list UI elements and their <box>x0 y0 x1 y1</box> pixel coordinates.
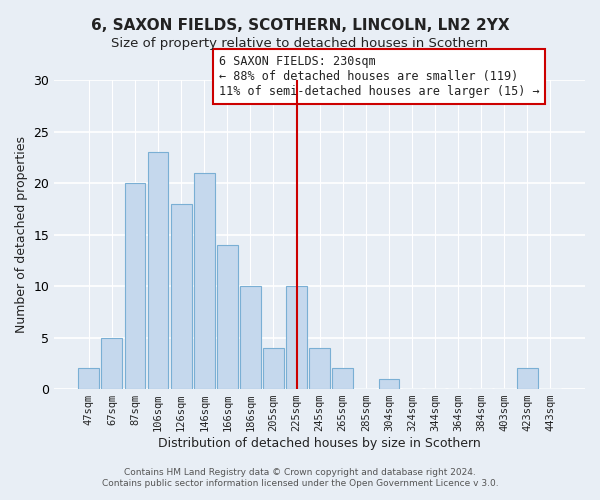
Bar <box>125 183 145 389</box>
Text: Contains HM Land Registry data © Crown copyright and database right 2024.
Contai: Contains HM Land Registry data © Crown c… <box>101 468 499 487</box>
Bar <box>286 286 307 389</box>
Y-axis label: Number of detached properties: Number of detached properties <box>15 136 28 333</box>
Bar <box>171 204 191 389</box>
X-axis label: Distribution of detached houses by size in Scothern: Distribution of detached houses by size … <box>158 437 481 450</box>
Bar <box>194 172 215 389</box>
Bar <box>101 338 122 389</box>
Text: 6 SAXON FIELDS: 230sqm
← 88% of detached houses are smaller (119)
11% of semi-de: 6 SAXON FIELDS: 230sqm ← 88% of detached… <box>219 56 539 98</box>
Bar <box>517 368 538 389</box>
Bar <box>309 348 330 389</box>
Bar <box>263 348 284 389</box>
Bar <box>332 368 353 389</box>
Text: Size of property relative to detached houses in Scothern: Size of property relative to detached ho… <box>112 38 488 51</box>
Bar <box>379 379 399 389</box>
Bar <box>148 152 169 389</box>
Bar <box>240 286 261 389</box>
Text: 6, SAXON FIELDS, SCOTHERN, LINCOLN, LN2 2YX: 6, SAXON FIELDS, SCOTHERN, LINCOLN, LN2 … <box>91 18 509 32</box>
Bar <box>79 368 99 389</box>
Bar <box>217 245 238 389</box>
